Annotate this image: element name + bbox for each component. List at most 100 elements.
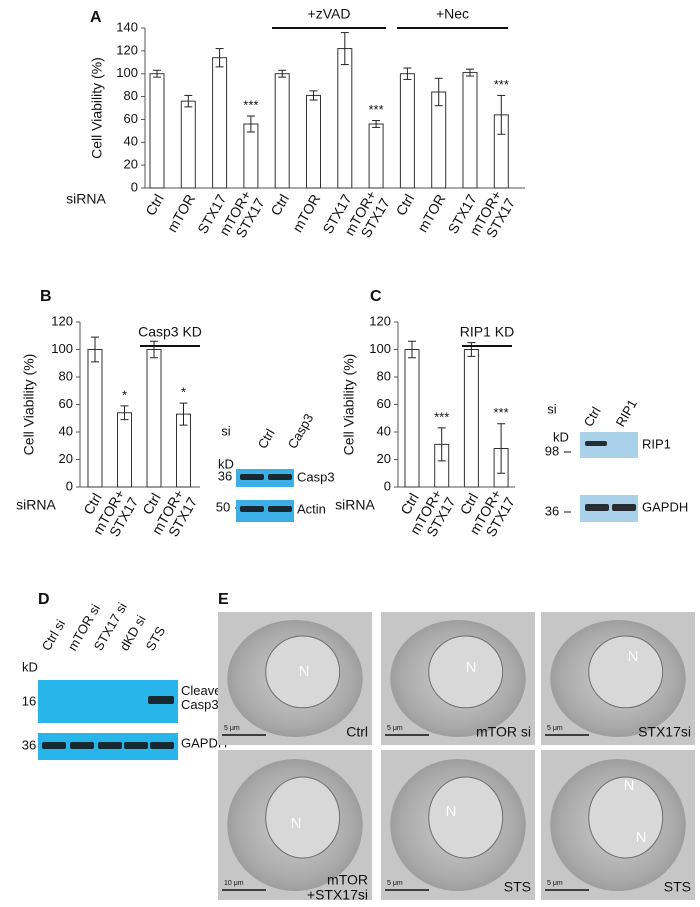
em-nucleus xyxy=(588,635,664,709)
band-label: Casp3 xyxy=(297,469,335,484)
significance: *** xyxy=(369,102,384,117)
error-bar xyxy=(184,94,193,108)
error-bar xyxy=(153,69,161,78)
marker-label: 98 xyxy=(545,443,559,458)
bar xyxy=(274,73,290,189)
kd-label: kD xyxy=(218,456,234,471)
em-image: N 5 μm Ctrl xyxy=(218,612,372,745)
significance: * xyxy=(122,387,127,402)
x-tick-label: Ctrl xyxy=(267,191,292,218)
blot-band xyxy=(148,696,174,704)
em-image: N N 5 μm STS xyxy=(541,750,695,900)
bar xyxy=(462,72,478,189)
x-tick-label: Ctrl xyxy=(142,191,167,218)
scale-label: 5 μm xyxy=(387,880,403,887)
nucleus-label: N xyxy=(624,777,635,794)
blot-si-label: si xyxy=(221,423,231,438)
panel-label: D xyxy=(38,591,50,608)
bar xyxy=(431,91,447,189)
group-label: +Nec xyxy=(436,6,469,22)
panel-label: B xyxy=(40,288,52,305)
nucleus-label: N xyxy=(466,659,477,676)
nucleus-label: N xyxy=(628,648,639,665)
blot-band xyxy=(612,504,636,511)
error-bar xyxy=(403,67,412,80)
y-tick-label: 100 xyxy=(369,341,391,356)
bar xyxy=(149,73,165,189)
lane-label: Casp3 xyxy=(285,411,317,451)
nucleus-label: N xyxy=(299,663,310,680)
group-label: Casp3 KD xyxy=(138,324,202,340)
scale-label: 5 μm xyxy=(547,725,563,732)
blot-band xyxy=(70,742,94,749)
lane-label: RIP1 xyxy=(613,397,640,430)
error-bar xyxy=(497,94,506,135)
image-label: STS xyxy=(504,879,531,895)
bar xyxy=(146,349,162,488)
em-image: N 10 μm mTOR +STX17si xyxy=(218,750,372,902)
image-label: STX17si xyxy=(638,724,691,740)
error-bar xyxy=(340,32,349,66)
group-label: +zVAD xyxy=(308,6,351,22)
em-nucleus xyxy=(588,776,664,859)
y-tick-label: 60 xyxy=(377,396,391,411)
x-axis-title: siRNA xyxy=(66,191,106,207)
x-tick-label: mTOR xyxy=(414,191,448,234)
error-bar xyxy=(150,340,158,359)
em-nucleus xyxy=(265,635,341,709)
panel-label: C xyxy=(370,288,382,305)
significance: *** xyxy=(434,409,449,424)
bar xyxy=(368,123,384,189)
y-tick-label: 60 xyxy=(124,111,138,126)
y-tick-label: 40 xyxy=(377,423,391,438)
blot-band xyxy=(585,504,609,511)
y-tick-label: 0 xyxy=(384,478,391,493)
bar xyxy=(306,94,321,189)
band-label: GAPDH xyxy=(181,735,227,750)
error-bar xyxy=(497,423,506,474)
marker-label: 36 xyxy=(545,503,559,518)
kd-label: kD xyxy=(22,659,38,674)
image-label: mTOR si xyxy=(476,724,531,740)
scale-label: 10 μm xyxy=(224,880,244,887)
em-nucleus xyxy=(265,776,341,859)
bar xyxy=(117,412,132,488)
error-bar xyxy=(437,427,446,462)
kd-label: kD xyxy=(553,429,569,444)
nucleus-label: N xyxy=(446,803,457,820)
x-tick-label: mTOR xyxy=(289,191,323,234)
error-bar xyxy=(179,402,188,426)
blot-si-label: si xyxy=(547,401,557,416)
error-bar xyxy=(91,336,99,363)
lane-label: Ctrl xyxy=(581,404,604,429)
nucleus-label: N xyxy=(291,815,302,832)
error-bar xyxy=(246,115,255,133)
scale-label: 5 μm xyxy=(387,725,403,732)
bar xyxy=(212,57,228,189)
blot-band xyxy=(98,742,122,749)
em-image: N 5 μm STX17si xyxy=(541,612,695,745)
y-axis-title: Cell Viability (%) xyxy=(89,57,105,159)
y-axis-title: Cell Viability (%) xyxy=(21,354,37,456)
y-tick-label: 20 xyxy=(59,451,73,466)
y-tick-label: 140 xyxy=(116,19,138,34)
group-label: RIP1 KD xyxy=(460,324,514,340)
marker-label: 16 xyxy=(22,693,36,708)
scale-label: 5 μm xyxy=(224,725,240,732)
panel-label: E xyxy=(218,591,229,608)
band-label: RIP1 xyxy=(642,436,671,451)
band-label: Actin xyxy=(297,501,326,516)
error-bar xyxy=(215,48,224,68)
em-image: N 5 μm STS xyxy=(381,750,535,900)
y-axis-title: Cell Viability (%) xyxy=(341,354,357,456)
y-tick-label: 20 xyxy=(124,157,138,172)
blot-membrane xyxy=(236,500,294,522)
image-label: mTOR +STX17si xyxy=(307,871,368,902)
y-tick-label: 80 xyxy=(377,368,391,383)
y-tick-label: 80 xyxy=(124,88,138,103)
